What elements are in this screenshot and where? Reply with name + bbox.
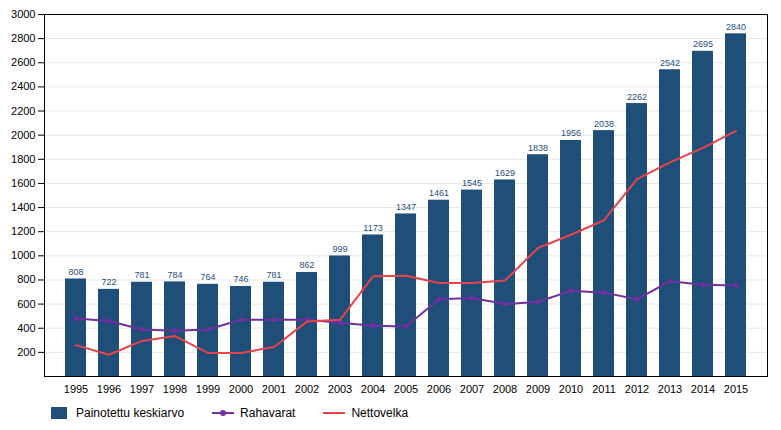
svg-text:2013: 2013 bbox=[658, 383, 682, 395]
svg-text:1629: 1629 bbox=[495, 168, 515, 178]
svg-text:1999: 1999 bbox=[196, 383, 220, 395]
svg-text:2840: 2840 bbox=[726, 22, 746, 32]
svg-text:781: 781 bbox=[266, 270, 281, 280]
svg-text:1996: 1996 bbox=[97, 383, 121, 395]
html-text:Nettovelka: Nettovelka bbox=[351, 406, 409, 420]
svg-text:2262: 2262 bbox=[627, 92, 647, 102]
svg-text:1838: 1838 bbox=[528, 143, 548, 153]
svg-text:3000: 3000 bbox=[11, 8, 35, 20]
svg-text:2004: 2004 bbox=[361, 383, 385, 395]
svg-text:2015: 2015 bbox=[724, 383, 748, 395]
svg-text:1347: 1347 bbox=[396, 202, 416, 212]
svg-text:2400: 2400 bbox=[11, 80, 35, 92]
svg-text:2000: 2000 bbox=[229, 383, 253, 395]
svg-text:2014: 2014 bbox=[691, 383, 715, 395]
svg-text:2000: 2000 bbox=[11, 129, 35, 141]
svg-text:2800: 2800 bbox=[11, 32, 35, 44]
svg-text:2011: 2011 bbox=[592, 383, 616, 395]
svg-text:200: 200 bbox=[17, 346, 35, 358]
svg-text:2200: 2200 bbox=[11, 105, 35, 117]
html-text:Painotettu keskiarvo: Painotettu keskiarvo bbox=[76, 406, 185, 420]
svg-text:999: 999 bbox=[332, 244, 347, 254]
svg-text:2006: 2006 bbox=[427, 383, 451, 395]
svg-text:1997: 1997 bbox=[130, 383, 154, 395]
svg-text:1600: 1600 bbox=[11, 177, 35, 189]
svg-text:2038: 2038 bbox=[594, 119, 614, 129]
svg-text:1956: 1956 bbox=[561, 128, 581, 138]
svg-text:784: 784 bbox=[167, 270, 182, 280]
svg-text:2001: 2001 bbox=[262, 383, 286, 395]
svg-text:1173: 1173 bbox=[363, 223, 382, 233]
svg-text:1998: 1998 bbox=[163, 383, 187, 395]
svg-text:2009: 2009 bbox=[526, 383, 550, 395]
svg-text:600: 600 bbox=[17, 298, 35, 310]
svg-text:2695: 2695 bbox=[693, 39, 713, 49]
svg-text:2600: 2600 bbox=[11, 56, 35, 68]
svg-text:2007: 2007 bbox=[460, 383, 484, 395]
svg-text:1200: 1200 bbox=[11, 225, 35, 237]
svg-text:746: 746 bbox=[233, 274, 248, 284]
svg-text:400: 400 bbox=[17, 322, 35, 334]
svg-text:2008: 2008 bbox=[493, 383, 517, 395]
svg-text:764: 764 bbox=[200, 272, 215, 282]
svg-text:1545: 1545 bbox=[462, 178, 482, 188]
svg-text:1000: 1000 bbox=[11, 249, 35, 261]
svg-text:781: 781 bbox=[134, 270, 149, 280]
svg-text:722: 722 bbox=[101, 277, 116, 287]
svg-text:1800: 1800 bbox=[11, 153, 35, 165]
svg-text:2002: 2002 bbox=[295, 383, 319, 395]
svg-text:800: 800 bbox=[17, 273, 35, 285]
svg-text:2003: 2003 bbox=[328, 383, 352, 395]
svg-text:1995: 1995 bbox=[64, 383, 88, 395]
svg-text:808: 808 bbox=[68, 267, 83, 277]
html-text:Rahavarat: Rahavarat bbox=[240, 406, 296, 420]
svg-text:2542: 2542 bbox=[660, 58, 680, 68]
svg-text:1461: 1461 bbox=[429, 188, 449, 198]
svg-text:2010: 2010 bbox=[559, 383, 583, 395]
svg-text:2012: 2012 bbox=[625, 383, 649, 395]
svg-text:862: 862 bbox=[299, 260, 314, 270]
svg-text:2005: 2005 bbox=[394, 383, 418, 395]
svg-text:1400: 1400 bbox=[11, 201, 35, 213]
